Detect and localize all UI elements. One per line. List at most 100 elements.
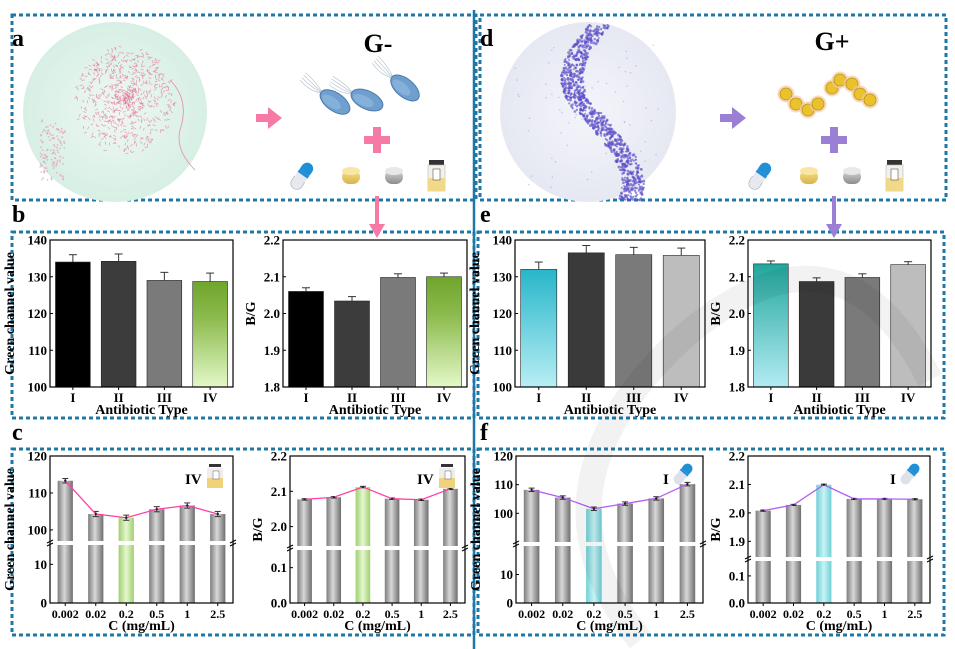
bar-0.002 (523, 489, 540, 603)
capsule-icon (900, 463, 920, 485)
x-tick-label: 0.02 (323, 607, 344, 621)
x-axis-label: C (mg/mL) (576, 619, 643, 634)
data-point (332, 496, 335, 499)
bar-IV (192, 281, 228, 388)
y-tick-label: 110 (28, 485, 47, 500)
panel-label-e: e (480, 202, 491, 228)
bar-I (288, 291, 324, 388)
x-axis-label: Antibiotic Type (564, 403, 656, 418)
bar-1 (648, 498, 665, 603)
data-point (94, 512, 97, 516)
gray-tablet-icon (385, 167, 403, 184)
y-tick-label: 2.0 (729, 505, 745, 520)
error-bar (904, 261, 913, 265)
axis-break (517, 542, 702, 546)
panel-label-f: f (480, 420, 489, 446)
y-tick-label: 110 (28, 343, 47, 358)
frame-panel-a (10, 13, 478, 202)
annotation-label: IV (417, 472, 434, 488)
y-axis-label: Green channel value (469, 468, 484, 591)
x-tick-label: III (626, 390, 641, 405)
plot-frame (515, 455, 704, 604)
plus-icon (364, 127, 390, 153)
x-tick-label: 2.5 (210, 607, 225, 621)
panel-label-b: b (12, 202, 25, 228)
y-tick-label: 1.9 (729, 343, 746, 358)
bar-0.5 (149, 509, 165, 603)
bar-0.2 (355, 487, 371, 603)
bar-0.002 (755, 510, 771, 603)
bar-2.5 (907, 499, 923, 603)
trend-line (304, 486, 451, 501)
arrow-icon (720, 107, 746, 129)
bar-1 (179, 505, 195, 603)
bar-0.02 (554, 497, 571, 603)
bar-II (334, 300, 370, 388)
x-tick-label: 0.02 (783, 607, 804, 621)
x-tick-label: II (114, 390, 124, 405)
y-tick-label: 140 (28, 233, 48, 248)
data-point (686, 482, 689, 486)
bar-0.02 (88, 514, 104, 603)
gram-negative-microscope-image (23, 22, 207, 202)
plot-frame (747, 455, 931, 604)
data-point (822, 483, 826, 486)
vial-icon (885, 160, 904, 192)
x-axis-label: Antibiotic Type (329, 403, 421, 418)
watermark (575, 265, 942, 649)
error-bar (629, 246, 638, 255)
capsule-icon (290, 162, 314, 190)
y-tick-label: 1.9 (264, 343, 281, 358)
x-tick-label: 0.02 (85, 607, 106, 621)
data-point (361, 485, 365, 489)
x-tick-label: II (812, 390, 822, 405)
rod-bacteria-icon (372, 56, 420, 102)
axis-break (749, 557, 929, 561)
error-bar (766, 260, 775, 264)
data-point (64, 479, 67, 482)
y-axis-label: Green channel value (3, 468, 18, 591)
x-tick-label: 0.5 (847, 607, 862, 621)
y-tick-label: 2.1 (729, 269, 745, 284)
error-bar (68, 254, 77, 263)
x-axis-label: Antibiotic Type (793, 403, 885, 418)
bar-IV (662, 255, 700, 388)
bar-III (380, 277, 416, 388)
error-bar (812, 277, 821, 282)
panel-label-a: a (12, 26, 24, 52)
bar-II (567, 252, 605, 388)
y-tick-label: 130 (493, 269, 513, 284)
x-tick-label: 2.5 (907, 607, 922, 621)
bar-IV (426, 276, 462, 388)
data-point (449, 487, 452, 491)
inset-annotation: IV (185, 464, 223, 488)
capsule-icon (673, 463, 693, 485)
frame-panel-e (476, 230, 946, 420)
data-point (561, 496, 564, 499)
y-tick-label: 2.0 (264, 306, 280, 321)
x-tick-label: I (536, 390, 541, 405)
x-tick-label: 0.5 (149, 607, 164, 621)
x-axis-label: C (mg/mL) (344, 619, 411, 634)
bar-0.5 (617, 503, 633, 603)
chart-f-green-channel: 0.002 0.02 0.2 0.5 1 2.5 I 0 10 100 110 120 C (mg/mL… (469, 449, 707, 634)
data-point (913, 498, 917, 501)
x-tick-label: IV (203, 390, 218, 405)
y-tick-label: 2.0 (271, 519, 287, 534)
bar-0.2 (118, 517, 134, 603)
x-axis-label: C (mg/mL) (806, 619, 873, 634)
frame-panel-f (476, 447, 946, 637)
data-point (623, 502, 627, 505)
x-tick-label: 1 (184, 607, 190, 621)
x-tick-label: IV (901, 390, 916, 405)
panel-label-d: d (480, 26, 494, 52)
yellow-tablet-icon (800, 167, 818, 184)
x-tick-label: II (581, 390, 591, 405)
data-point (125, 516, 128, 519)
data-point (303, 498, 306, 501)
rod-bacteria-icon (328, 76, 384, 112)
x-tick-label: 0.2 (586, 607, 601, 621)
bar-0.5 (846, 498, 862, 603)
y-tick-label: 1.8 (264, 380, 281, 395)
